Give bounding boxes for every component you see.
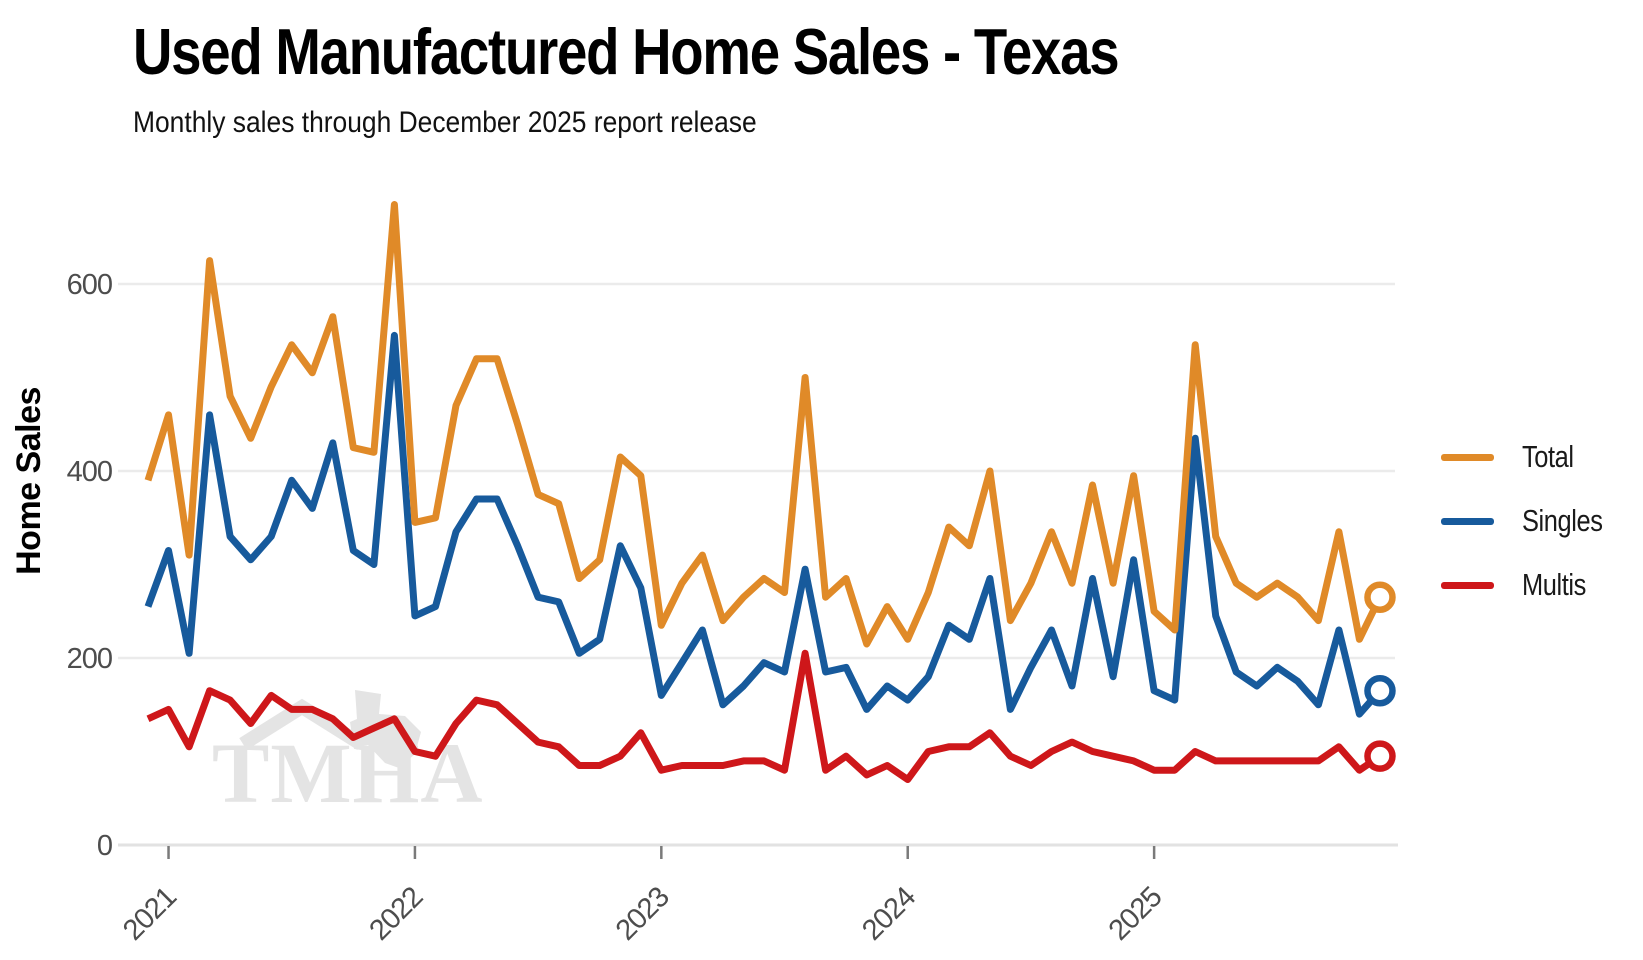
total-line-swatch-icon [1441, 453, 1494, 461]
y-axis-label: Home Sales [10, 387, 48, 575]
y-tick-label-200: 200 [67, 643, 112, 675]
legend-label-total: Total [1522, 439, 1574, 474]
series-line-total [144, 201, 1384, 648]
y-tick-label-400: 400 [67, 456, 112, 488]
legend-item-singles: Singles [1441, 489, 1620, 553]
latest-point-marker-multis [1364, 740, 1396, 772]
watermark-text: TMHA [212, 725, 484, 821]
legend-label-singles: Singles [1522, 503, 1603, 538]
legend-label-multis: Multis [1522, 567, 1586, 602]
x-tick-label-2023: 2023 [610, 881, 675, 946]
y-tick-label-600: 600 [67, 269, 112, 301]
x-tick-label-2021: 2021 [117, 881, 182, 946]
x-tick-label-2024: 2024 [856, 881, 922, 947]
series-line-multis [146, 649, 1382, 783]
x-tick-label-2022: 2022 [363, 881, 428, 946]
x-tick-label-2025: 2025 [1103, 881, 1168, 946]
chart-legend: Total Singles Multis [1441, 425, 1620, 617]
legend-item-multis: Multis [1441, 553, 1620, 617]
watermark-texas-icon [350, 690, 421, 768]
tmha-watermark-logo-icon: TMHA [212, 690, 484, 821]
singles-line-swatch-icon [1441, 517, 1494, 525]
series-line-singles [144, 331, 1383, 718]
chart-title: Used Manufactured Home Sales - Texas [133, 15, 1120, 88]
legend-item-total: Total [1441, 425, 1620, 489]
y-tick-label-0: 0 [97, 830, 112, 862]
latest-point-marker-total [1364, 581, 1396, 613]
latest-point-marker-singles [1364, 674, 1396, 707]
multis-line-swatch-icon [1441, 581, 1494, 589]
chart-subtitle: Monthly sales through December 2025 repo… [133, 106, 757, 139]
